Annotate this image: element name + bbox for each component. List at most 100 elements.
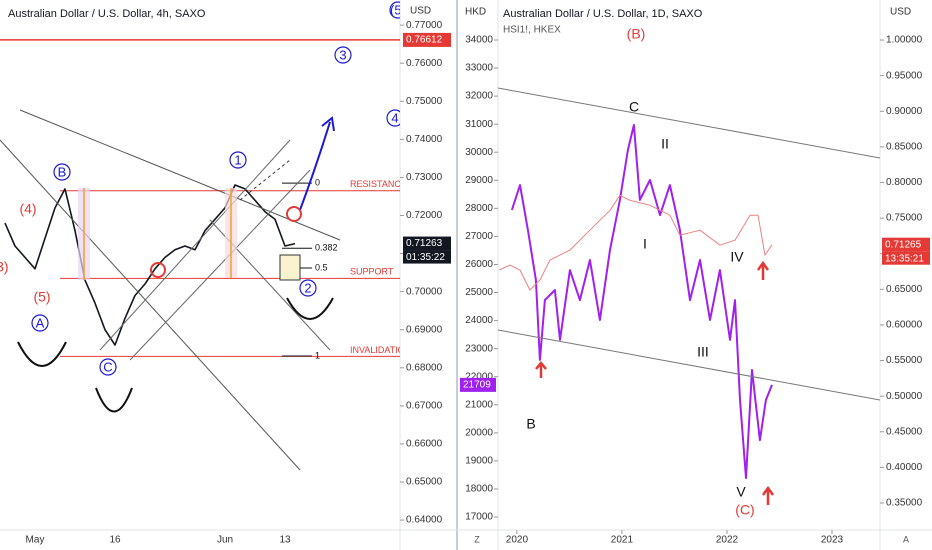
chart-title: Australian Dollar / U.S. Dollar, 4h, SAX… bbox=[8, 8, 206, 20]
y-tick-label: 18000 bbox=[465, 484, 493, 495]
y-tick-label: 0.50000 bbox=[886, 391, 923, 402]
y-tick-label: 0.77000 bbox=[406, 20, 443, 31]
price-line bbox=[4, 184, 296, 346]
y-tick-label: 0.75000 bbox=[886, 213, 923, 224]
target-box bbox=[279, 254, 301, 281]
countdown-box bbox=[403, 250, 451, 264]
channel-line bbox=[498, 329, 880, 401]
y-tick-label: 0.68000 bbox=[406, 362, 443, 373]
wave-label: (5) bbox=[33, 289, 50, 305]
y-tick-label: 26000 bbox=[465, 259, 493, 270]
wave-label: (C) bbox=[735, 502, 754, 518]
countdown: 01:35:22 bbox=[406, 252, 445, 263]
wave-label: B bbox=[526, 416, 535, 432]
wave-label: 4 bbox=[391, 110, 398, 125]
wave-label: C bbox=[103, 359, 112, 374]
y-tick-label: 0.73000 bbox=[406, 172, 443, 183]
y-tick-label: 33000 bbox=[465, 63, 493, 74]
channel-line bbox=[19, 109, 341, 241]
plot bbox=[498, 124, 773, 479]
y-tick-label: 25000 bbox=[465, 287, 493, 298]
wave-label: (B) bbox=[627, 26, 646, 42]
y-tick-label: 0.65000 bbox=[886, 284, 923, 295]
axis-unit: USD bbox=[410, 6, 431, 17]
price-line bbox=[498, 194, 773, 291]
projection-arrow bbox=[299, 121, 331, 211]
y-tick-label: 0.69000 bbox=[406, 324, 443, 335]
y-tick-label: 0.90000 bbox=[886, 106, 923, 117]
x-tick-label: May bbox=[26, 535, 45, 546]
red-arrows bbox=[535, 260, 775, 505]
wave-circles bbox=[31, 1, 400, 376]
pattern-arc bbox=[95, 387, 133, 413]
price-box bbox=[403, 32, 451, 47]
wave-label: 3 bbox=[339, 47, 346, 62]
y-tick-label: 0.76000 bbox=[406, 58, 443, 69]
channel-line bbox=[129, 169, 311, 361]
y-tick-label: 28000 bbox=[465, 203, 493, 214]
price-box-label: 21709 bbox=[463, 380, 491, 391]
y-tick-label: 0.85000 bbox=[886, 142, 923, 153]
price-box bbox=[882, 237, 930, 252]
y-tick-label: 30000 bbox=[465, 147, 493, 158]
chart-title: Australian Dollar / U.S. Dollar, 1D, SAX… bbox=[503, 8, 703, 20]
wave-label: (4) bbox=[19, 201, 36, 217]
left-drawings: (3) (5) (4) A B C 1 2 3 4 (5) bbox=[0, 1, 406, 471]
wave-label: IV bbox=[730, 249, 744, 265]
wave-label: V bbox=[736, 484, 746, 500]
x-tick-label: Jun bbox=[217, 535, 233, 546]
wave-label: C bbox=[629, 99, 639, 115]
y-tick-label: 22000 bbox=[465, 371, 493, 382]
y-tick-label: 17000 bbox=[465, 512, 493, 523]
auto-button[interactable]: A bbox=[903, 534, 909, 544]
arrow-head bbox=[321, 116, 335, 132]
wave-label: (5) bbox=[390, 2, 406, 17]
y-tick-label: 19000 bbox=[465, 456, 493, 467]
price-box-label: 0.76612 bbox=[406, 35, 443, 46]
y-tick-label: 29000 bbox=[465, 175, 493, 186]
pattern-arc bbox=[17, 341, 67, 367]
y-tick-label: 0.40000 bbox=[886, 462, 923, 473]
fib-label: 0 bbox=[315, 178, 320, 188]
y-tick-label: 0.66000 bbox=[406, 439, 443, 450]
y-tick-label: 0.55000 bbox=[886, 355, 923, 366]
wave-label: 2 bbox=[304, 280, 311, 295]
countdown-box bbox=[882, 251, 930, 265]
channel-line bbox=[0, 139, 301, 471]
price-line bbox=[510, 124, 773, 479]
x-tick-label: 13 bbox=[279, 535, 291, 546]
y-tick-label: 0.65000 bbox=[406, 477, 443, 488]
y-tick-label: 31000 bbox=[465, 119, 493, 130]
chart-subtitle: HSI1!, HKEX bbox=[503, 25, 561, 36]
fib-label: 1 bbox=[315, 350, 320, 360]
axis-unit: HKD bbox=[465, 7, 486, 18]
x-tick-label: 2020 bbox=[506, 535, 529, 546]
target-circle bbox=[286, 206, 302, 222]
x-tick-label: 2021 bbox=[611, 535, 634, 546]
plot: RESISTANCE SUPPORT INVALIDATION 0 0.382 0.5 1 bbox=[0, 39, 400, 360]
countdown: 13:35:21 bbox=[885, 253, 924, 264]
channel-line bbox=[498, 87, 880, 159]
wave-label: B bbox=[58, 164, 67, 179]
x-tick-label: 2022 bbox=[716, 535, 739, 546]
channel-line bbox=[99, 139, 291, 351]
breakout-circle bbox=[150, 262, 166, 278]
y-tick-label: 24000 bbox=[465, 315, 493, 326]
y-tick-label: 0.74000 bbox=[406, 134, 443, 145]
wave-label: (3) bbox=[0, 259, 9, 275]
y-tick-label: 34000 bbox=[465, 35, 493, 46]
axis-unit: USD bbox=[890, 7, 911, 18]
zoom-button[interactable]: Z bbox=[474, 534, 480, 544]
x-tick-label: 16 bbox=[109, 535, 121, 546]
y-tick-label: 0.45000 bbox=[886, 426, 923, 437]
zone-label: SUPPORT bbox=[350, 267, 394, 277]
y-tick-label: 0.70000 bbox=[406, 286, 443, 297]
price-box bbox=[403, 236, 451, 251]
pattern-arc bbox=[286, 297, 334, 320]
wave-label: A bbox=[36, 315, 45, 330]
y-tick-label: 0.35000 bbox=[886, 498, 923, 509]
price-box bbox=[460, 377, 496, 392]
y-tick-label: 0.80000 bbox=[886, 177, 923, 188]
y-tick-label: 0.75000 bbox=[406, 96, 443, 107]
fib-label: 0.382 bbox=[315, 243, 338, 253]
